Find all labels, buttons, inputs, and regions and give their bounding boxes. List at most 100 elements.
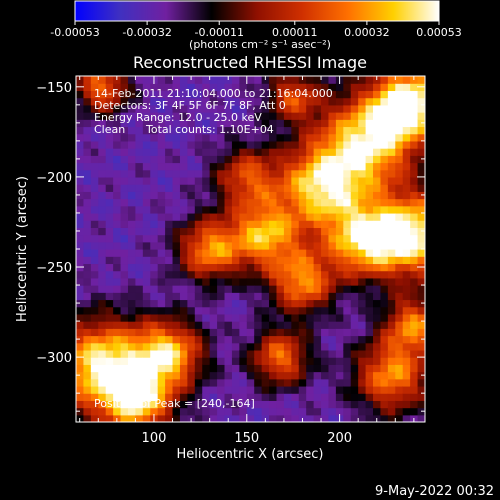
heatmap-cell <box>165 349 174 358</box>
heatmap-cell <box>224 198 233 207</box>
heatmap-cell <box>165 292 174 301</box>
heatmap-cell <box>217 385 226 394</box>
heatmap-cell <box>343 76 352 84</box>
heatmap-cell <box>313 133 322 142</box>
heatmap-cell <box>150 112 159 120</box>
heatmap-cell <box>217 169 226 178</box>
heatmap-cell <box>135 133 144 142</box>
heatmap-cell <box>313 357 322 365</box>
heatmap-cell <box>343 140 352 149</box>
heatmap-cell <box>239 335 248 344</box>
heatmap-cell <box>261 140 270 149</box>
heatmap-cell <box>321 140 330 149</box>
heatmap-cell <box>179 227 188 236</box>
heatmap-cell <box>172 162 181 171</box>
heatmap-cell <box>402 299 411 308</box>
heatmap-cell <box>231 104 240 113</box>
heatmap-cell <box>298 371 307 380</box>
heatmap-cell <box>105 169 114 178</box>
heatmap-cell <box>291 357 300 365</box>
heatmap-cell <box>231 83 240 92</box>
heatmap-cell <box>187 212 196 221</box>
heatmap-cell <box>261 83 270 92</box>
heatmap-cell <box>83 292 92 301</box>
heatmap-cell <box>365 414 374 422</box>
heatmap-cell <box>231 292 240 301</box>
heatmap-cell <box>239 364 248 373</box>
heatmap-cell <box>120 400 129 409</box>
heatmap-cell <box>350 176 359 185</box>
heatmap-cell <box>120 371 129 380</box>
heatmap-cell <box>283 249 292 257</box>
heatmap-cell <box>395 364 404 373</box>
heatmap-cell <box>350 220 359 228</box>
heatmap-cell <box>165 198 174 207</box>
heatmap-cell <box>165 212 174 221</box>
heatmap-cell <box>380 371 389 380</box>
heatmap-cell <box>313 176 322 185</box>
heatmap-cell <box>387 212 396 221</box>
heatmap-cell <box>179 83 188 92</box>
heatmap-cell <box>157 256 166 265</box>
heatmap-cell <box>350 400 359 409</box>
total-counts-annotation: Total counts: 1.10E+04 <box>145 123 274 136</box>
heatmap-cell <box>321 155 330 164</box>
heatmap-cell <box>246 364 255 373</box>
heatmap-cell <box>298 133 307 142</box>
heatmap-cell <box>209 407 218 416</box>
heatmap-cell <box>172 313 181 322</box>
heatmap-cell <box>157 184 166 192</box>
heatmap-cell <box>380 148 389 156</box>
heatmap-cell <box>306 97 315 106</box>
heatmap-cell <box>387 277 396 286</box>
heatmap-cell <box>380 349 389 358</box>
heatmap-cell <box>90 249 99 257</box>
heatmap-cell <box>313 292 322 301</box>
heatmap-cell <box>76 342 85 351</box>
heatmap-cell <box>194 140 203 149</box>
heatmap-cell <box>387 191 396 200</box>
heatmap-cell <box>283 378 292 387</box>
heatmap-cell <box>98 205 107 214</box>
heatmap-cell <box>254 263 263 272</box>
heatmap-cell <box>150 119 159 128</box>
heatmap-cell <box>179 371 188 380</box>
heatmap-cell <box>142 313 151 322</box>
heatmap-cell <box>261 126 270 135</box>
heatmap-cell <box>172 155 181 164</box>
heatmap-cell <box>127 364 137 373</box>
heatmap-cell <box>90 270 99 279</box>
heatmap-cell <box>217 414 226 422</box>
heatmap-cell <box>246 292 255 301</box>
heatmap-cell <box>231 212 240 221</box>
heatmap-cell <box>313 393 322 401</box>
heatmap-cell <box>321 220 330 228</box>
heatmap-cell <box>410 335 419 344</box>
heatmap-cell <box>328 112 337 120</box>
heatmap-cell <box>172 407 181 416</box>
heatmap-cell <box>127 119 137 128</box>
heatmap-cell <box>365 256 374 265</box>
heatmap-cell <box>157 119 166 128</box>
heatmap-cell <box>246 176 255 185</box>
heatmap-cell <box>365 407 374 416</box>
heatmap-cell <box>187 357 196 365</box>
heatmap-cell <box>179 234 188 243</box>
heatmap-cell <box>313 277 322 286</box>
heatmap-cell <box>335 277 344 286</box>
heatmap-cell <box>98 234 107 243</box>
heatmap-cell <box>298 357 307 365</box>
heatmap-cell <box>194 112 203 120</box>
heatmap-cell <box>283 349 292 358</box>
heatmap-cell <box>343 212 352 221</box>
heatmap-cell <box>172 342 181 351</box>
heatmap-cell <box>276 83 285 92</box>
heatmap-cell <box>202 292 211 301</box>
heatmap-cell <box>194 407 203 416</box>
heatmap-cell <box>321 227 330 236</box>
heatmap-cell <box>417 364 425 373</box>
heatmap-cell <box>261 277 270 286</box>
heatmap-cell <box>321 176 330 185</box>
heatmap-cell <box>113 133 122 142</box>
heatmap-cell <box>373 249 382 257</box>
